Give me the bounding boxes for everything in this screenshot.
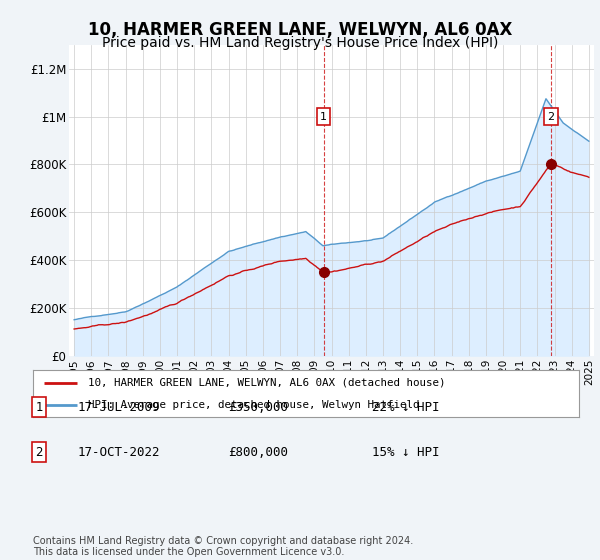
Text: Contains HM Land Registry data © Crown copyright and database right 2024.
This d: Contains HM Land Registry data © Crown c… [33, 535, 413, 557]
Text: 10, HARMER GREEN LANE, WELWYN, AL6 0AX (detached house): 10, HARMER GREEN LANE, WELWYN, AL6 0AX (… [88, 378, 445, 388]
Text: HPI: Average price, detached house, Welwyn Hatfield: HPI: Average price, detached house, Welw… [88, 400, 419, 410]
Text: 1: 1 [320, 111, 327, 122]
Text: 17-OCT-2022: 17-OCT-2022 [78, 446, 161, 459]
Text: £800,000: £800,000 [228, 446, 288, 459]
Text: 10, HARMER GREEN LANE, WELWYN, AL6 0AX: 10, HARMER GREEN LANE, WELWYN, AL6 0AX [88, 21, 512, 39]
Text: 1: 1 [35, 401, 43, 414]
Text: Price paid vs. HM Land Registry's House Price Index (HPI): Price paid vs. HM Land Registry's House … [102, 36, 498, 50]
Text: 15% ↓ HPI: 15% ↓ HPI [372, 446, 439, 459]
Text: 17-JUL-2009: 17-JUL-2009 [78, 401, 161, 414]
Text: £350,000: £350,000 [228, 401, 288, 414]
Text: 22% ↓ HPI: 22% ↓ HPI [372, 401, 439, 414]
Text: 2: 2 [35, 446, 43, 459]
Text: 2: 2 [547, 111, 554, 122]
